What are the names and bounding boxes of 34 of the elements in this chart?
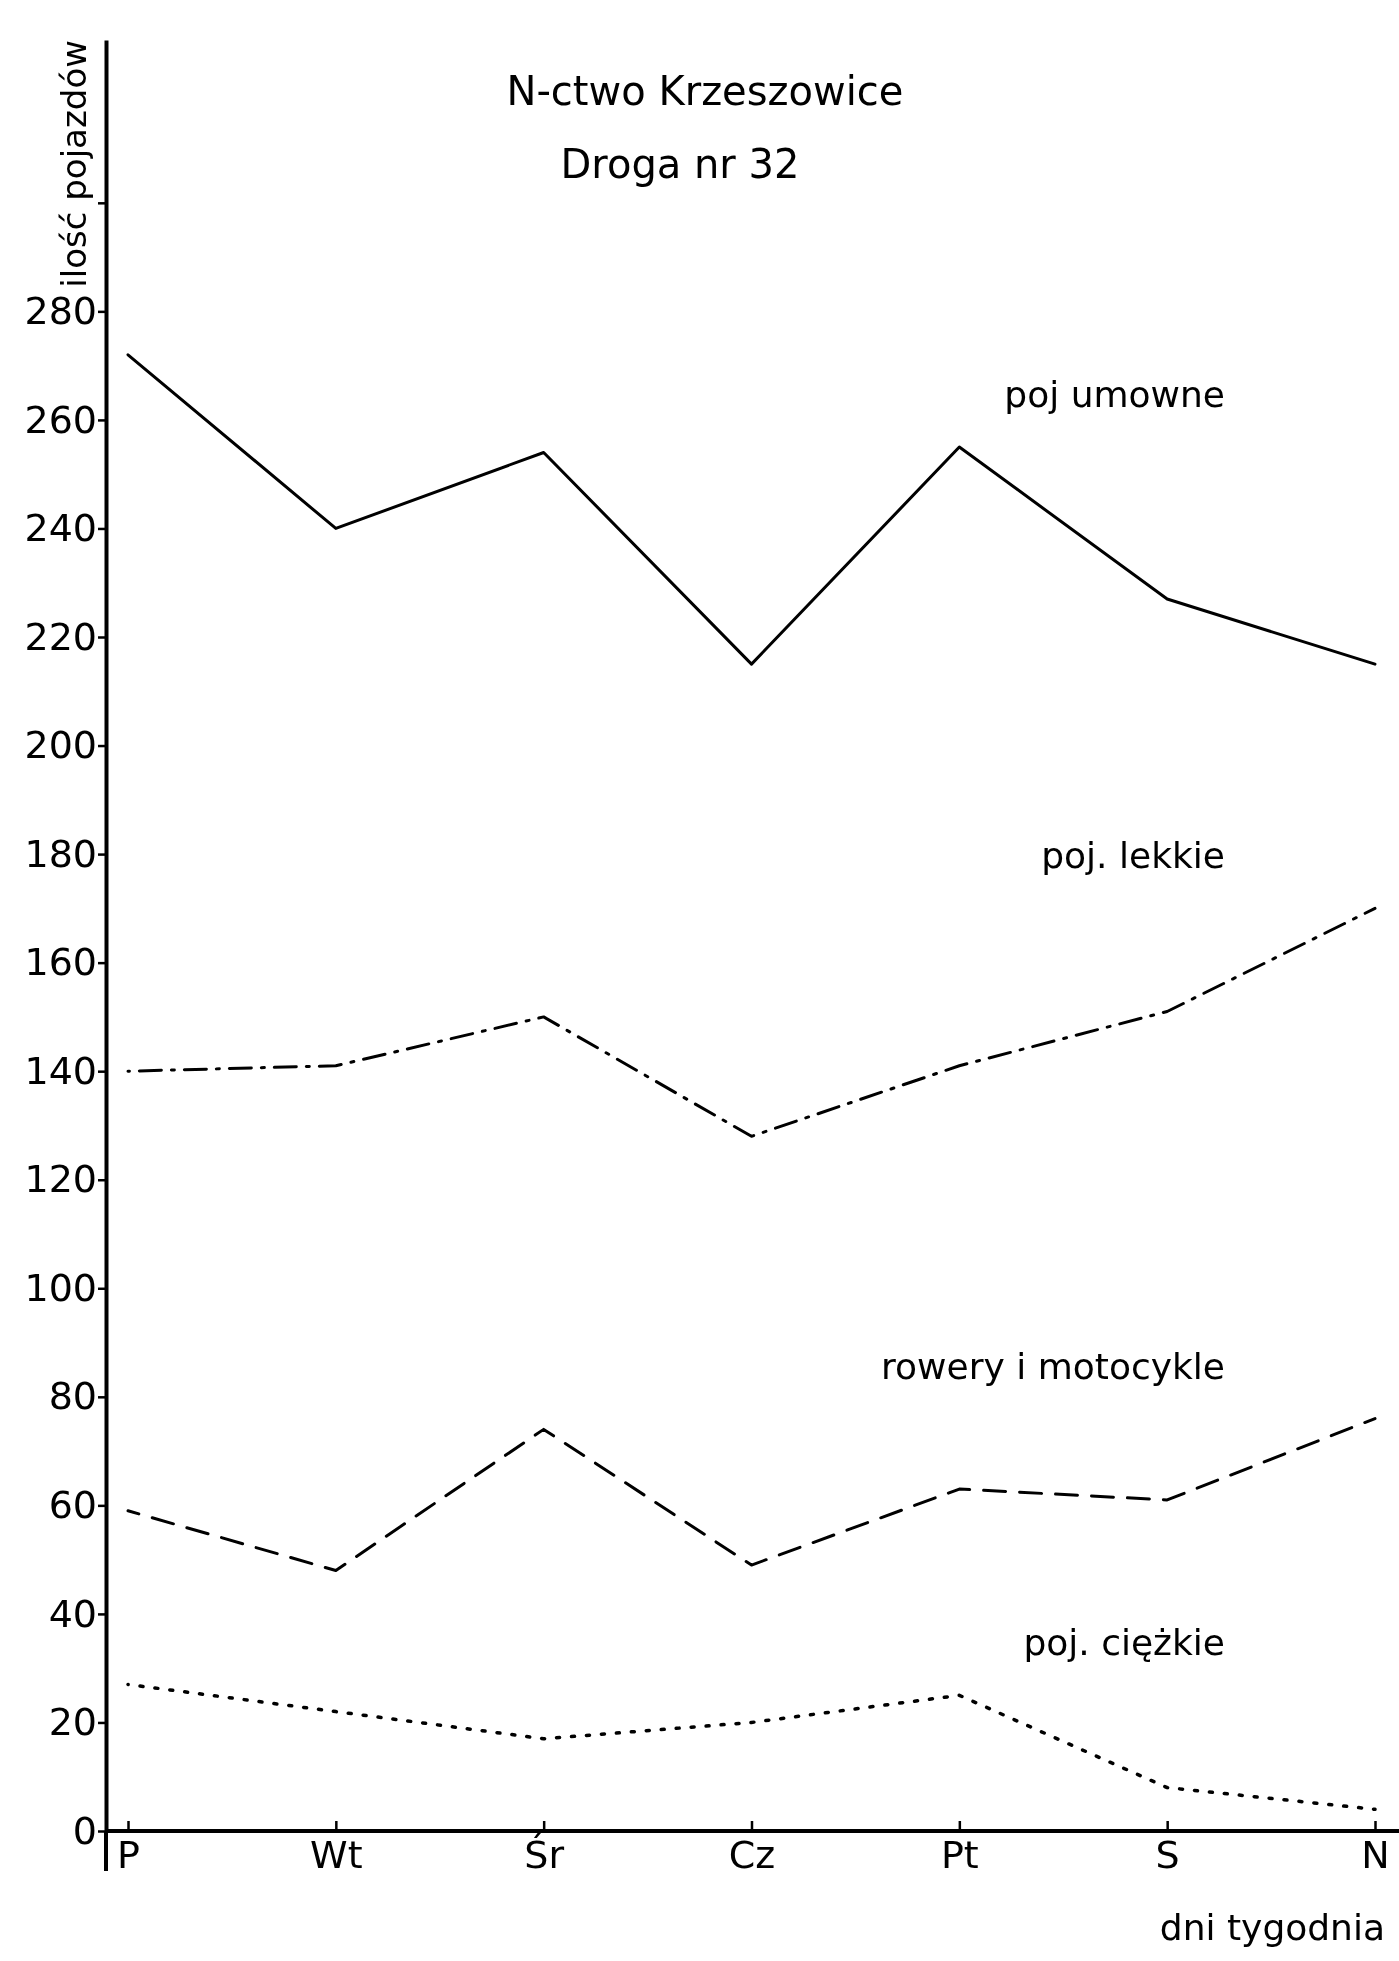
text: rowery i motocykle bbox=[881, 1345, 1225, 1387]
y-tick-label: 200 bbox=[24, 723, 97, 768]
line-series bbox=[126, 1682, 1377, 1812]
text: Droga nr 32 bbox=[560, 141, 800, 187]
x-tick-label: Śr bbox=[524, 1833, 565, 1878]
x-tick-label: Wt bbox=[310, 1833, 363, 1878]
y-tick-label: 280 bbox=[24, 289, 97, 334]
y-axis-title: ilość pojazdów bbox=[54, 40, 94, 288]
y-tick-label: 180 bbox=[24, 831, 97, 876]
y-tick-label: 100 bbox=[24, 1265, 97, 1310]
line-series bbox=[126, 906, 1377, 1138]
x-tick-label: P bbox=[117, 1833, 140, 1878]
x-tick-label: Cz bbox=[728, 1833, 776, 1878]
x-tick-label: S bbox=[1155, 1833, 1180, 1878]
y-tick-label: 40 bbox=[48, 1591, 97, 1636]
line-series bbox=[126, 1417, 1377, 1572]
y-tick-label: 80 bbox=[48, 1374, 97, 1419]
text: N-ctwo Krzeszowice bbox=[506, 68, 904, 114]
series-label: poj umowne bbox=[1004, 374, 1225, 416]
y-tick-label: 260 bbox=[24, 397, 97, 442]
line-series bbox=[126, 353, 1377, 666]
x-tick-label: N bbox=[1361, 1833, 1390, 1878]
series-label: poj. ciężkie bbox=[1023, 1622, 1225, 1664]
y-tick-label: 140 bbox=[24, 1048, 97, 1093]
y-tick-label: 20 bbox=[48, 1700, 97, 1745]
y-tick-label: 220 bbox=[24, 614, 97, 659]
x-tick-label: Pt bbox=[940, 1833, 979, 1878]
y-tick-label: 160 bbox=[24, 940, 97, 985]
y-tick-label: 240 bbox=[24, 506, 97, 551]
text: poj. lekkie bbox=[1041, 835, 1225, 877]
y-tick-label: 120 bbox=[24, 1157, 97, 1202]
y-tick-label: 0 bbox=[72, 1808, 97, 1853]
y-tick-label: 60 bbox=[48, 1483, 97, 1528]
x-axis-title: dni tygodnia bbox=[1159, 1907, 1385, 1948]
